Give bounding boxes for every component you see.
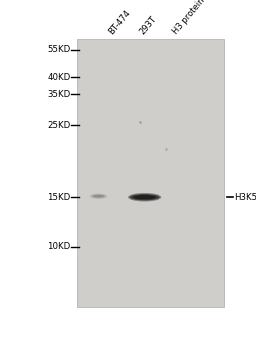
Text: 40KD: 40KD [47, 73, 70, 82]
Ellipse shape [128, 193, 161, 201]
Ellipse shape [90, 193, 107, 199]
Text: 15KD: 15KD [47, 193, 70, 202]
Ellipse shape [93, 195, 104, 198]
Text: 55KD: 55KD [47, 45, 70, 54]
Bar [77, 39, 224, 307]
Text: 10KD: 10KD [47, 243, 70, 251]
Text: 25KD: 25KD [47, 121, 70, 130]
Ellipse shape [130, 194, 160, 200]
Text: H3K56ac: H3K56ac [234, 193, 256, 202]
Text: 293T: 293T [138, 14, 158, 36]
Text: H3 protein: H3 protein [171, 0, 207, 36]
Text: 35KD: 35KD [47, 90, 70, 99]
Ellipse shape [133, 195, 156, 199]
Text: BT-474: BT-474 [107, 8, 133, 36]
